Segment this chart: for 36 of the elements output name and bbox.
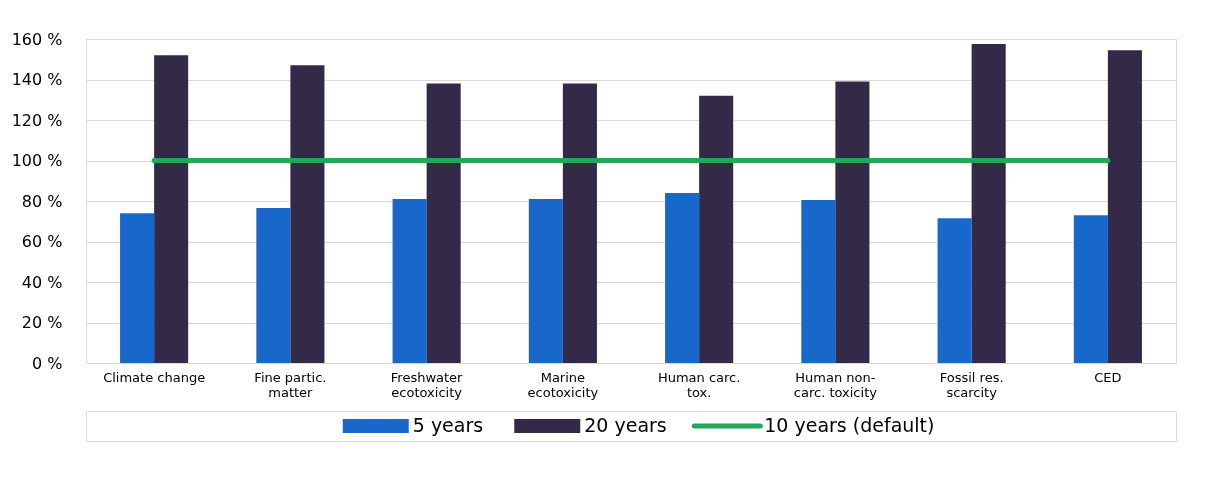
legend-label: 20 years (584, 414, 667, 436)
y-tick-label: 140 % (11, 70, 63, 89)
y-tick-label: 120 % (11, 110, 63, 130)
x-tick-label: Fine partic. matter (254, 369, 327, 400)
y-tick-label: 80 % (21, 191, 63, 211)
y-tick-label: 60 % (21, 232, 63, 251)
y-tick-label: 0 % (32, 353, 63, 373)
bar (562, 83, 597, 363)
x-tick-label: Fossil res. scarcity (939, 369, 1004, 400)
y-tick-label: 160 % (11, 29, 63, 49)
legend-label: 5 years (412, 414, 484, 436)
y-tick-label: 100 % (11, 151, 63, 170)
bar (392, 198, 427, 363)
y-tick-label: 40 % (21, 272, 63, 292)
legend-label: 10 years (default) (764, 414, 935, 436)
bar (1073, 215, 1108, 363)
x-tick-label: Climate change (103, 369, 206, 385)
bar (801, 199, 836, 363)
x-tick-label: Human carc. tox. (657, 369, 741, 400)
bar (1107, 50, 1142, 363)
bar (528, 198, 563, 363)
y-tick-label: 20 % (21, 313, 63, 332)
bar (154, 55, 189, 363)
bar (290, 65, 325, 363)
x-tick-label: Human non- carc. toxicity (793, 369, 878, 400)
bar (937, 218, 972, 363)
x-tick-label: Marine ecotoxicity (527, 369, 599, 400)
bar (971, 44, 1006, 363)
bar (256, 208, 291, 363)
bar (835, 81, 870, 363)
bar (426, 83, 461, 363)
bar (120, 213, 155, 363)
bar (665, 192, 700, 363)
x-tick-label: CED (1094, 369, 1122, 385)
x-tick-label: Freshwater ecotoxicity (390, 369, 464, 400)
bar (699, 95, 734, 363)
